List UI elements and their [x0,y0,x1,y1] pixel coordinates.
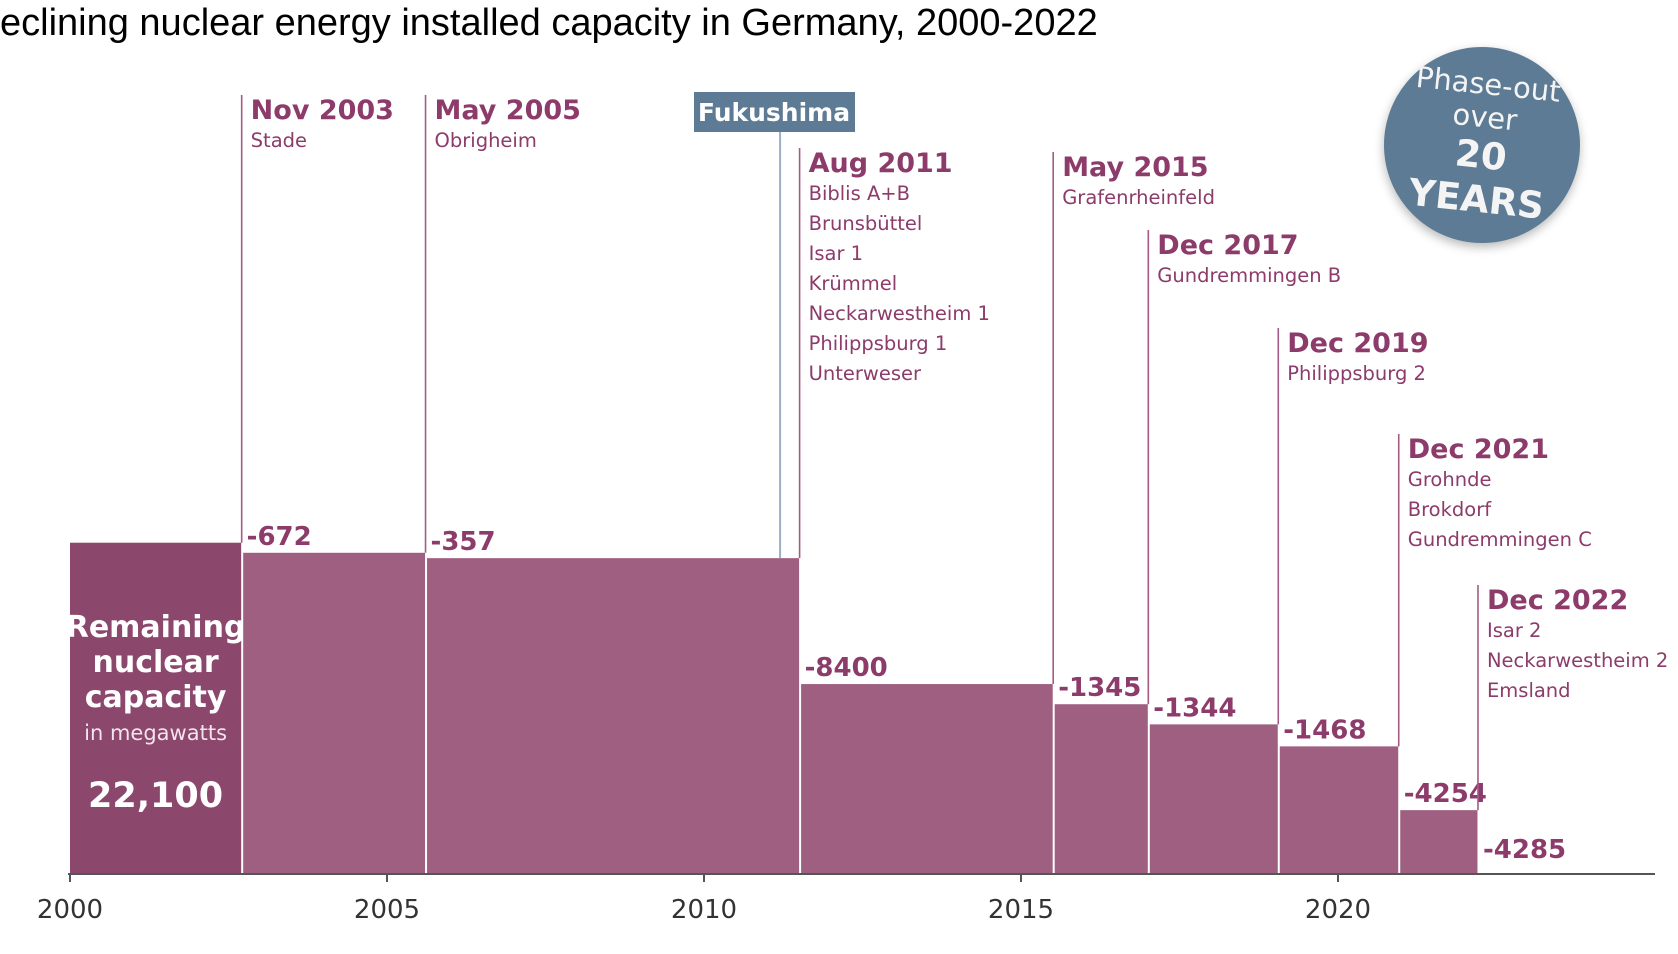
x-tick-label: 2010 [671,895,737,925]
step-date-label: Nov 2003 [251,95,394,126]
page-title: eclining nuclear energy installed capaci… [0,2,1098,44]
change-value-label: -672 [247,522,312,552]
capacity-bar [243,552,426,874]
fukushima-label-box [694,92,855,132]
plant-name-label: Krümmel [809,272,898,295]
initial-capacity-unit: in megawatts [84,721,227,745]
initial-capacity-bar [70,542,242,874]
initial-capacity-label: capacity [85,680,227,715]
step-date-label: May 2005 [435,95,581,126]
step-date-label: Dec 2021 [1408,434,1549,465]
step-date-label: Dec 2017 [1157,230,1298,261]
change-value-label: -4254 [1404,779,1487,809]
capacity-bar [1279,746,1399,874]
capacity-bar [801,684,1053,874]
initial-capacity-label: nuclear [93,645,219,680]
plant-name-label: Neckarwestheim 1 [809,302,990,325]
plant-name-label: Emsland [1487,679,1571,702]
change-value-label: -357 [431,527,496,557]
plant-name-label: Brunsbüttel [809,212,923,235]
plant-name-label: Isar 2 [1487,619,1541,642]
capacity-bar [1054,704,1148,874]
fukushima-label: Fukushima [698,98,850,127]
x-tick-label: 2020 [1305,895,1371,925]
change-value-label: -4285 [1483,835,1566,865]
plant-name-label: Grohnde [1408,468,1492,491]
change-value-label: -8400 [805,653,888,683]
step-date-label: May 2015 [1062,152,1208,183]
x-tick-label: 2005 [354,895,420,925]
plant-name-label: Philippsburg 1 [809,332,948,355]
plant-name-label: Brokdorf [1408,498,1493,521]
step-date-label: Dec 2022 [1487,585,1628,616]
change-value-label: -1468 [1283,715,1366,745]
plant-name-label: Biblis A+B [809,182,910,205]
initial-capacity-label: Remaining [66,610,246,645]
step-date-label: Aug 2011 [809,148,953,179]
initial-capacity-value: 22,100 [88,776,223,816]
plant-name-label: Stade [251,129,307,152]
capacity-bar [1149,724,1278,874]
change-value-label: -1345 [1058,673,1141,703]
step-date-label: Dec 2019 [1287,328,1428,359]
plant-name-label: Gundremmingen B [1157,264,1341,287]
x-tick-label: 2000 [37,895,103,925]
plant-name-label: Grafenrheinfeld [1062,186,1215,209]
change-value-label: -1344 [1153,693,1236,723]
plant-name-label: Neckarwestheim 2 [1487,649,1668,672]
capacity-bar [427,558,800,874]
plant-name-label: Obrigheim [435,129,537,152]
plant-name-label: Unterweser [809,362,922,385]
plant-name-label: Isar 1 [809,242,863,265]
plant-name-label: Philippsburg 2 [1287,362,1426,385]
plant-name-label: Gundremmingen C [1408,528,1592,551]
x-tick-label: 2015 [988,895,1054,925]
capacity-bar [1400,810,1478,874]
